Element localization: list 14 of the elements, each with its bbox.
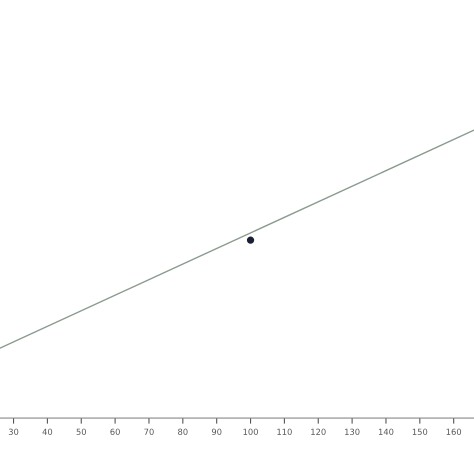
- x-tick-label: 140: [378, 428, 394, 435]
- x-tick-label: 80: [178, 428, 188, 435]
- x-tick-label: 60: [110, 428, 120, 435]
- x-tick-label: 120: [311, 428, 326, 435]
- x-tick-label: 90: [212, 428, 222, 435]
- x-tick-label: 160: [446, 428, 462, 435]
- x-tick-label: 130: [345, 428, 360, 435]
- x-tick-label: 50: [76, 428, 86, 435]
- x-tick-label: 150: [412, 428, 428, 435]
- x-tick-label: 110: [277, 428, 292, 435]
- x-tick-label: 70: [144, 428, 154, 435]
- x-tick-label: 40: [42, 428, 52, 435]
- x-tick-label: 30: [8, 428, 18, 435]
- x-tick-label: 100: [244, 428, 258, 435]
